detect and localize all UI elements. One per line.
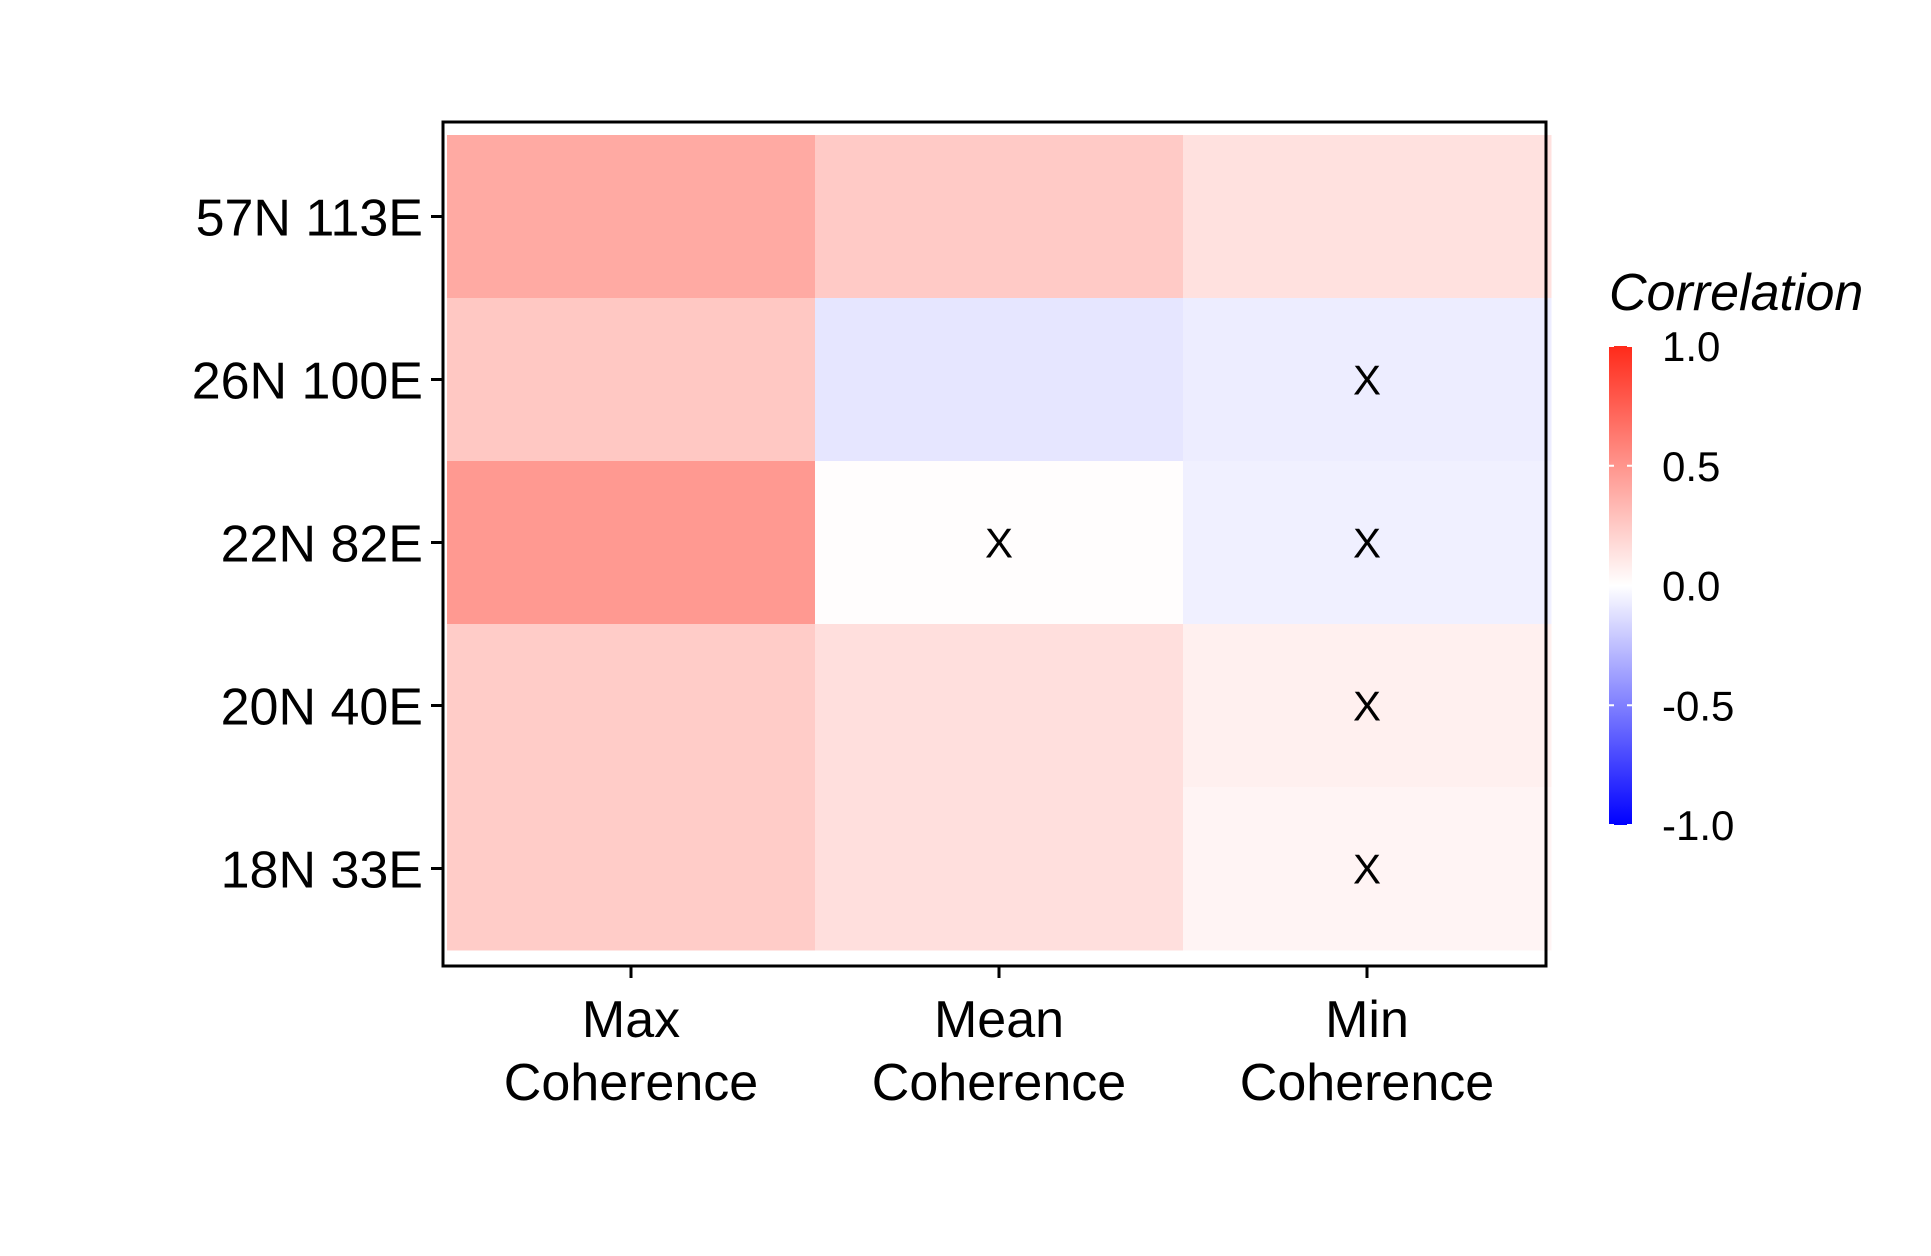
legend-tick-label: -0.5 — [1662, 682, 1734, 729]
not-significant-marker: X — [985, 520, 1013, 567]
heatmap-cell — [447, 135, 816, 299]
heatmap-cell — [1183, 135, 1552, 299]
x-axis: Max Coherence Mean Coherence Min Coherence — [504, 966, 1494, 1112]
heatmap-cell — [1183, 298, 1552, 462]
legend-tick-label: 0.5 — [1662, 443, 1720, 490]
not-significant-marker: X — [1353, 846, 1381, 893]
heatmap-cell — [815, 787, 1184, 951]
heatmap-cell — [447, 787, 816, 951]
legend-tick-label: 0.0 — [1662, 563, 1720, 610]
y-tick-label: 57N 113E — [196, 190, 423, 248]
significance-markers: X X X X X — [985, 357, 1381, 893]
not-significant-marker: X — [1353, 520, 1381, 567]
legend-title: Correlation — [1609, 264, 1863, 322]
y-tick-label: 26N 100E — [192, 353, 423, 411]
y-tick-label: 18N 33E — [221, 842, 423, 900]
legend-tick-label: -1.0 — [1662, 802, 1734, 849]
not-significant-marker: X — [1353, 683, 1381, 730]
heatmap-cell — [815, 461, 1184, 625]
heatmap-cell — [447, 624, 816, 788]
heatmap-cell — [1183, 624, 1552, 788]
heatmap-cell — [447, 461, 816, 625]
heatmap-cells — [447, 135, 1552, 951]
not-significant-marker: X — [1353, 357, 1381, 404]
y-axis: 57N 113E 26N 100E 22N 82E 20N 40E 18N 33E — [192, 190, 443, 900]
heatmap-cell — [1183, 461, 1552, 625]
legend-colorbar — [1609, 346, 1632, 825]
heatmap-cell — [815, 298, 1184, 462]
legend: Correlation 1.0 0.5 0.0 -0.5 -1.0 — [1609, 264, 1863, 849]
x-tick-label: Min Coherence — [1240, 991, 1494, 1112]
heatmap-cell — [815, 624, 1184, 788]
heatmap-cell — [815, 135, 1184, 299]
legend-tick-label: 1.0 — [1662, 323, 1720, 370]
y-tick-label: 22N 82E — [221, 516, 423, 574]
x-tick-label: Max Coherence — [504, 991, 758, 1112]
heatmap-cell — [447, 298, 816, 462]
heatmap-cell — [1183, 787, 1552, 951]
y-tick-label: 20N 40E — [221, 679, 423, 737]
x-tick-label: Mean Coherence — [872, 991, 1126, 1112]
